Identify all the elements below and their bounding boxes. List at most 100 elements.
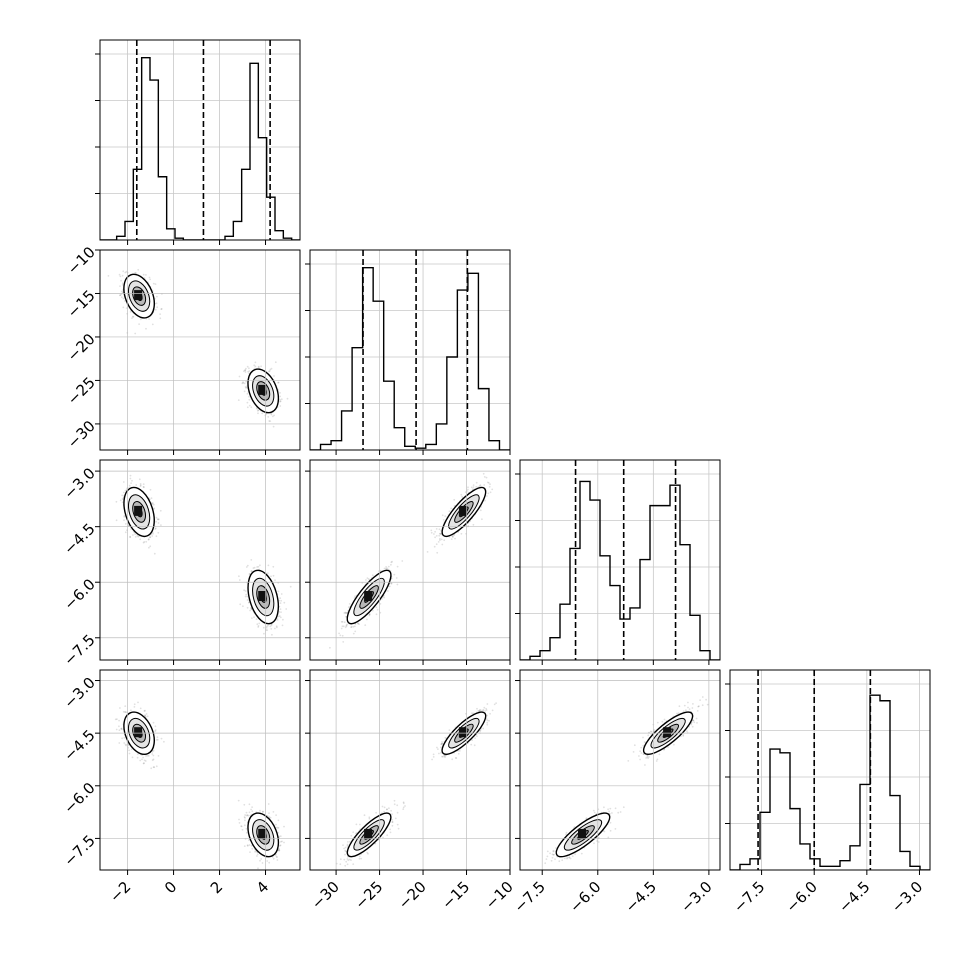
sample-point [253,616,255,619]
sample-point [246,845,249,847]
sample-point [278,835,281,838]
sample-point [285,608,288,610]
sample-point [379,569,382,572]
sample-point [154,283,157,285]
sample-point [254,850,256,853]
sample-point [472,523,475,526]
sample-point [280,599,282,602]
sample-point [443,539,446,542]
sample-point [238,579,241,581]
sample-point [131,479,133,482]
sample-point [120,727,123,730]
sample-point [152,766,155,768]
sample-point [383,567,386,570]
sample-point [156,518,159,520]
sample-point [261,412,264,415]
sample-point [124,531,127,534]
sample-point [118,725,120,728]
sample-point [156,738,159,741]
histogram-panel-2 [515,459,721,665]
sample-point [154,730,157,733]
sample-point [255,618,258,620]
sample-point [124,300,126,302]
sample-point [368,613,371,616]
sample-point [130,482,133,484]
sample-point [430,529,433,532]
sample-point [368,613,371,616]
sample-point [281,624,284,627]
sample-point [243,390,246,393]
sample-point [148,276,151,279]
sample-point [279,395,281,398]
sample-point [464,491,467,494]
sample-point [348,603,351,605]
histogram-panel-0 [95,39,301,245]
sample-point [279,400,282,403]
sample-point [124,743,127,746]
sample-point [274,627,276,630]
sample-point [396,583,399,586]
sample-point [137,535,140,538]
sample-point [142,273,145,276]
histogram-step [520,480,720,660]
sample-point [143,486,145,489]
sample-point [344,626,347,629]
sample-point [129,535,132,538]
sample-point [280,593,283,595]
sample-point [383,596,386,599]
sample-point [439,532,442,535]
sample-point [143,541,146,543]
sample-point [256,409,259,412]
sample-point [245,814,248,817]
sample-point [121,274,124,277]
sample-point [247,814,250,817]
sample-point [472,486,475,488]
sample-point [152,503,155,506]
sample-point [136,534,139,537]
sample-point [250,808,253,811]
sample-point [145,274,147,276]
sample-point [119,499,122,502]
sample-point [354,625,356,628]
sample-point [119,707,121,709]
panel-frame [309,459,511,661]
sample-point [130,528,132,530]
density-peak [134,290,143,301]
sample-point [278,848,280,850]
sample-point [139,707,142,710]
sample-point [133,703,136,706]
sample-point [257,565,260,568]
sample-point [390,561,393,564]
sample-point [124,705,127,707]
sample-point [248,601,250,604]
sample-point [250,570,253,572]
sample-point [125,307,128,309]
sample-point [339,634,342,637]
sample-point [364,624,367,626]
sample-point [395,577,398,579]
sample-point [128,752,131,755]
sample-point [268,370,271,372]
sample-point [154,725,157,728]
sample-point [386,567,389,570]
sample-point [142,486,145,488]
sample-point [121,282,124,285]
sample-point [120,727,122,730]
sample-point [160,308,163,310]
sample-point [277,615,280,618]
sample-point [146,754,149,757]
sample-point [121,737,123,740]
sample-point [442,519,445,521]
sample-point [150,767,153,770]
sample-point [156,736,159,739]
sample-point [267,803,270,805]
sample-point [248,803,251,806]
sample-point [246,392,249,395]
sample-point [123,515,126,518]
sample-point [244,590,247,592]
sample-point [125,744,127,747]
sample-point [122,491,125,494]
sample-point [341,625,344,628]
sample-point [149,545,152,548]
sample-point [154,308,157,311]
